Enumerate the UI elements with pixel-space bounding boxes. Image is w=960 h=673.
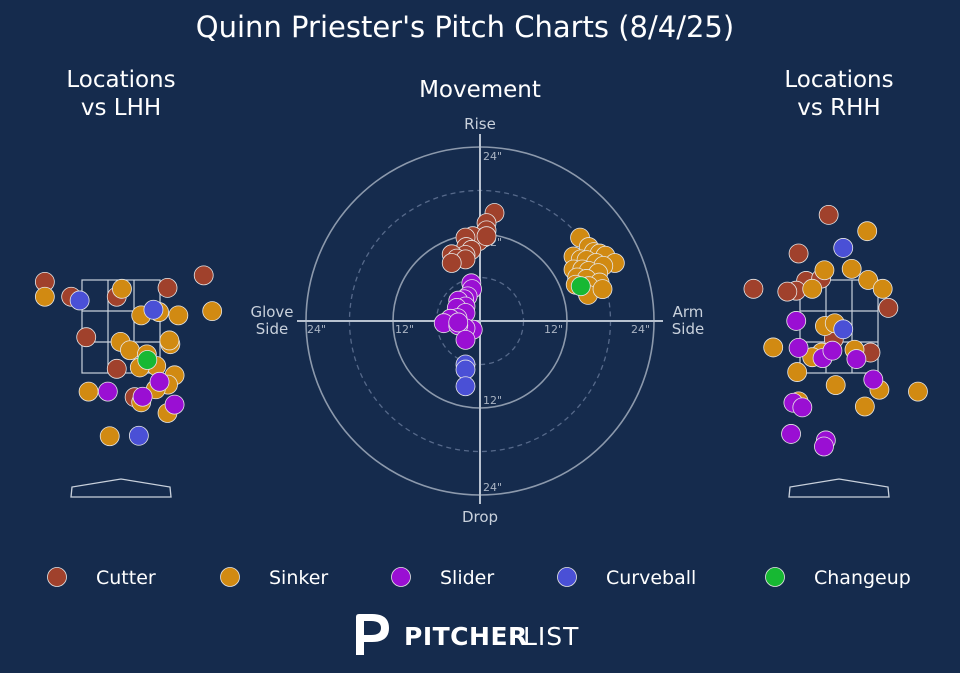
movement-point-cutter (441, 253, 462, 273)
rhh-point-slider (788, 337, 809, 358)
movement-point-sinker (592, 279, 613, 300)
rhh-title-line1: Locations (784, 67, 893, 93)
brand-bold: PITCHER (404, 622, 528, 651)
rhh-point-cutter (743, 278, 764, 299)
lhh-point-slider (149, 371, 170, 392)
rhh-point-slider (792, 397, 813, 418)
lhh-point-slider (132, 386, 153, 407)
ring-label-right-12: 12" (544, 323, 563, 336)
drop-label: Drop (462, 508, 498, 526)
rhh-point-sinker (787, 362, 808, 382)
rhh-point-sinker (802, 278, 823, 299)
lhh-points (34, 265, 223, 447)
ring-label-left-12: 12" (395, 323, 414, 336)
rhh-point-sinker (763, 337, 784, 358)
glove-side-label-line2: Side (256, 320, 288, 338)
figure-title: Quinn Priester's Pitch Charts (8/4/25) (196, 10, 734, 44)
legend-label-curveball: Curveball (606, 567, 696, 589)
lhh-point-sinker (112, 278, 132, 299)
rhh-point-cutter (777, 281, 798, 302)
lhh-point-curveball (69, 290, 90, 311)
rhh-point-sinker (825, 375, 846, 395)
rhh-point-slider (846, 349, 867, 369)
movement-panel: Movement Rise Drop Glove Side Arm Side 2… (250, 77, 704, 526)
rhh-point-sinker (858, 270, 879, 290)
rhh-point-slider (786, 311, 807, 331)
rhh-point-sinker (841, 258, 862, 279)
movement-point-curveball (455, 359, 476, 380)
rhh-point-sinker (908, 381, 928, 402)
movement-grid (297, 134, 663, 504)
legend-marker-sinker (220, 567, 240, 587)
lhh-point-changeup (137, 350, 158, 370)
lhh-point-sinker (168, 305, 189, 326)
rhh-title-line2: vs RHH (797, 95, 880, 121)
movement-point-curveball (455, 376, 476, 397)
rhh-point-cutter (818, 204, 839, 225)
rise-label: Rise (464, 115, 496, 133)
legend-label-slider: Slider (440, 567, 494, 589)
rhh-point-cutter (788, 243, 809, 264)
lhh-title-line1: Locations (66, 67, 175, 93)
rhh-home-plate (788, 478, 890, 498)
lhh-point-slider (97, 381, 118, 402)
rhh-point-sinker (857, 221, 878, 242)
movement-point-slider (448, 312, 469, 333)
rhh-point-slider (781, 424, 801, 444)
lhh-point-sinker (120, 340, 140, 361)
movement-point-cutter (476, 226, 497, 247)
rhh-point-slider (814, 436, 834, 457)
lhh-home-plate (70, 478, 172, 498)
ring-label-bottom-24: 24" (483, 481, 502, 494)
lhh-point-slider (164, 394, 185, 415)
lhh-point-cutter (157, 278, 178, 298)
lhh-title-line2: vs LHH (81, 95, 161, 121)
locations-rhh-panel: Locations vs RHH (743, 67, 928, 498)
pitcherlist-logo-mark (356, 614, 389, 655)
arm-side-label-line1: Arm (673, 303, 704, 321)
ring-label-left-24: 24" (307, 323, 326, 336)
movement-title: Movement (419, 77, 541, 103)
legend-marker-curveball (557, 567, 577, 587)
rhh-point-curveball (833, 319, 854, 340)
rhh-point-slider (863, 369, 884, 390)
ring-label-right-24: 24" (631, 323, 650, 336)
ring-label-top-24: 24" (483, 150, 502, 163)
lhh-point-curveball (143, 299, 164, 320)
legend-label-changeup: Changeup (814, 567, 911, 589)
arm-side-label-line2: Side (672, 320, 704, 338)
movement-point-slider (455, 329, 476, 350)
legend-marker-cutter (47, 567, 67, 587)
movement-point-changeup (570, 276, 591, 297)
lhh-point-sinker (99, 426, 120, 447)
lhh-point-sinker (78, 381, 99, 402)
rhh-point-sinker (872, 278, 893, 299)
glove-side-label-line1: Glove (250, 303, 293, 321)
rhh-point-curveball (833, 238, 854, 258)
lhh-point-cutter (76, 327, 97, 348)
locations-lhh-panel: Locations vs LHH (34, 67, 223, 498)
rhh-point-sinker (814, 260, 835, 281)
legend: Cutter Sinker Slider Curveball Changeup (47, 567, 911, 589)
movement-points (433, 203, 625, 397)
rhh-points (743, 204, 928, 457)
legend-marker-slider (391, 567, 411, 587)
legend-marker-changeup (765, 567, 785, 587)
lhh-point-cutter (193, 265, 214, 286)
pitcherlist-logo: PITCHER LIST (356, 614, 579, 655)
brand-light: LIST (523, 622, 579, 651)
lhh-point-cutter (106, 358, 127, 379)
rhh-point-slider (822, 340, 843, 361)
rhh-point-cutter (878, 297, 899, 318)
lhh-point-curveball (128, 425, 149, 446)
lhh-point-sinker (34, 286, 55, 307)
ring-label-bottom-12: 12" (483, 394, 502, 407)
legend-label-sinker: Sinker (269, 567, 328, 589)
legend-label-cutter: Cutter (96, 567, 156, 589)
lhh-point-sinker (202, 301, 223, 322)
lhh-point-sinker (159, 330, 180, 351)
rhh-point-sinker (854, 396, 875, 417)
